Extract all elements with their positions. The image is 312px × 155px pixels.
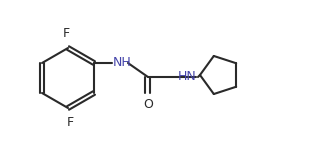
Text: O: O: [143, 98, 153, 111]
Text: NH: NH: [113, 57, 132, 69]
Text: F: F: [62, 27, 70, 40]
Text: HN: HN: [178, 71, 197, 84]
Text: F: F: [66, 116, 74, 129]
